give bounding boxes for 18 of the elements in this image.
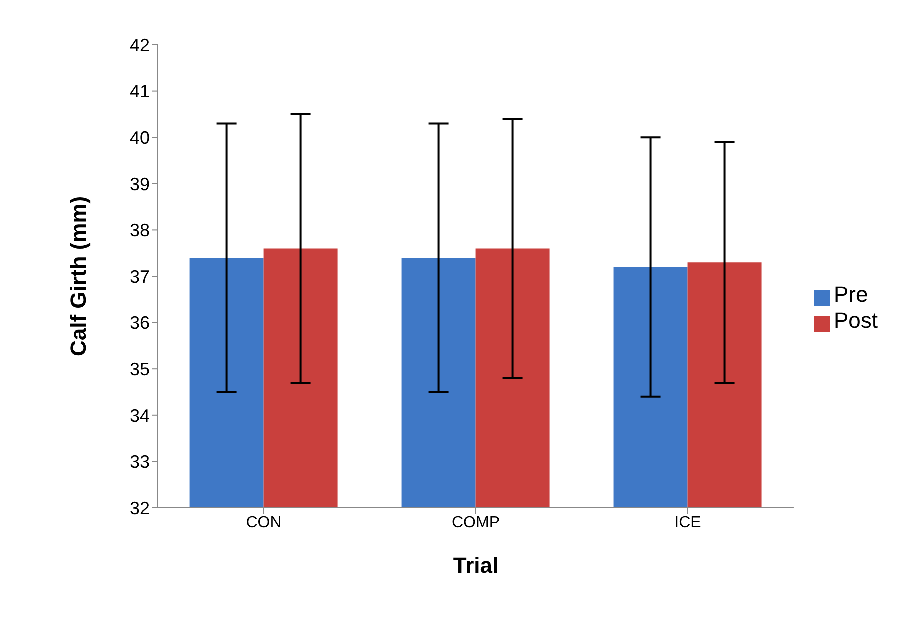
legend-label: Post	[834, 308, 878, 333]
y-tick-label: 42	[130, 35, 150, 56]
y-tick-label: 34	[130, 406, 150, 426]
x-axis-title: Trial	[453, 553, 499, 578]
x-tick-label: COMP	[452, 514, 500, 532]
y-tick-label: 32	[130, 498, 150, 518]
y-tick-label: 41	[130, 82, 150, 102]
y-tick-label: 38	[130, 220, 150, 241]
y-axis-title: Calf Girth (mm)	[66, 196, 91, 356]
y-tick-label: 37	[130, 266, 150, 287]
y-tick-label: 33	[130, 452, 150, 472]
y-tick-label: 35	[130, 359, 150, 380]
y-tick-label: 36	[130, 313, 150, 334]
y-tick-label: 39	[130, 174, 150, 194]
x-tick-label: CON	[246, 514, 282, 532]
y-tick-label: 40	[130, 128, 150, 148]
legend-label: Pre	[834, 282, 868, 307]
x-tick-label: ICE	[674, 514, 702, 532]
